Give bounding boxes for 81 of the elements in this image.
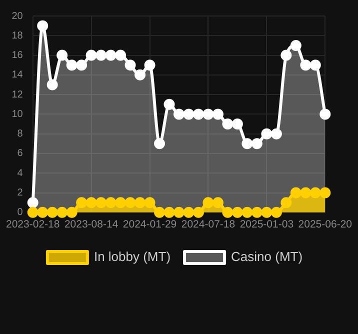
point bbox=[56, 50, 68, 61]
point bbox=[144, 197, 156, 208]
legend-label: In lobby (MT) bbox=[94, 249, 171, 264]
point bbox=[261, 206, 272, 218]
point bbox=[86, 50, 97, 61]
x-tick-label: 2025-06-20 bbox=[298, 218, 352, 231]
point bbox=[144, 60, 156, 71]
point bbox=[270, 206, 282, 218]
y-tick-label: 0 bbox=[17, 207, 24, 218]
y-tick-label: 18 bbox=[12, 30, 24, 42]
point bbox=[105, 50, 116, 61]
point bbox=[300, 60, 312, 71]
point bbox=[27, 206, 38, 218]
point bbox=[124, 60, 136, 71]
point bbox=[96, 197, 107, 208]
point bbox=[232, 118, 243, 130]
point bbox=[222, 118, 234, 130]
point bbox=[290, 187, 302, 198]
point bbox=[105, 197, 116, 208]
legend-label: Casino (MT) bbox=[231, 249, 303, 264]
point bbox=[46, 206, 58, 218]
point bbox=[242, 206, 253, 218]
point bbox=[320, 187, 331, 198]
y-tick-label: 20 bbox=[12, 10, 24, 22]
point bbox=[280, 197, 292, 208]
x-tick-label: 2023-08-14 bbox=[64, 218, 118, 231]
point bbox=[232, 206, 243, 218]
point bbox=[183, 108, 194, 120]
y-tick-label: 2 bbox=[17, 188, 24, 199]
point bbox=[242, 138, 253, 150]
y-tick-label: 16 bbox=[12, 50, 24, 62]
point bbox=[154, 206, 166, 218]
point bbox=[320, 108, 331, 120]
point bbox=[174, 108, 184, 120]
point bbox=[56, 206, 68, 218]
point bbox=[37, 206, 48, 218]
point bbox=[164, 98, 175, 110]
point bbox=[192, 108, 204, 120]
y-tick-label: 8 bbox=[17, 128, 24, 140]
point bbox=[261, 128, 272, 140]
point bbox=[280, 50, 292, 61]
point bbox=[124, 197, 136, 208]
point bbox=[164, 206, 175, 218]
point bbox=[96, 50, 107, 61]
point bbox=[66, 206, 78, 218]
y-tick-label: 10 bbox=[12, 108, 24, 120]
point bbox=[134, 197, 146, 208]
point bbox=[46, 79, 58, 90]
point bbox=[300, 187, 312, 198]
point bbox=[310, 187, 321, 198]
point bbox=[76, 197, 88, 208]
y-tick-label: 14 bbox=[12, 70, 24, 81]
point bbox=[251, 206, 262, 218]
point bbox=[290, 40, 302, 51]
x-tick-label: 2025-01-03 bbox=[240, 218, 294, 231]
point bbox=[66, 60, 78, 71]
point bbox=[212, 197, 224, 208]
y-tick-label: 4 bbox=[17, 168, 24, 179]
point bbox=[37, 20, 48, 32]
point bbox=[310, 60, 321, 71]
point bbox=[192, 206, 204, 218]
y-tick-label: 12 bbox=[12, 89, 24, 100]
x-tick-label: 2024-01-29 bbox=[122, 218, 177, 231]
point bbox=[251, 138, 262, 150]
point bbox=[212, 108, 224, 120]
point bbox=[202, 197, 214, 208]
point bbox=[27, 197, 38, 208]
point bbox=[86, 197, 97, 208]
point bbox=[174, 206, 184, 218]
point bbox=[183, 206, 194, 218]
point bbox=[134, 69, 146, 80]
y-tick-label: 6 bbox=[17, 148, 24, 160]
point bbox=[202, 108, 214, 120]
point bbox=[76, 60, 88, 71]
point bbox=[115, 50, 126, 61]
point bbox=[115, 197, 126, 208]
point bbox=[222, 206, 234, 218]
x-tick-label: 2024-07-18 bbox=[181, 218, 236, 231]
point bbox=[154, 138, 166, 150]
x-tick-label: 2023-02-18 bbox=[6, 218, 60, 231]
point bbox=[270, 128, 282, 140]
